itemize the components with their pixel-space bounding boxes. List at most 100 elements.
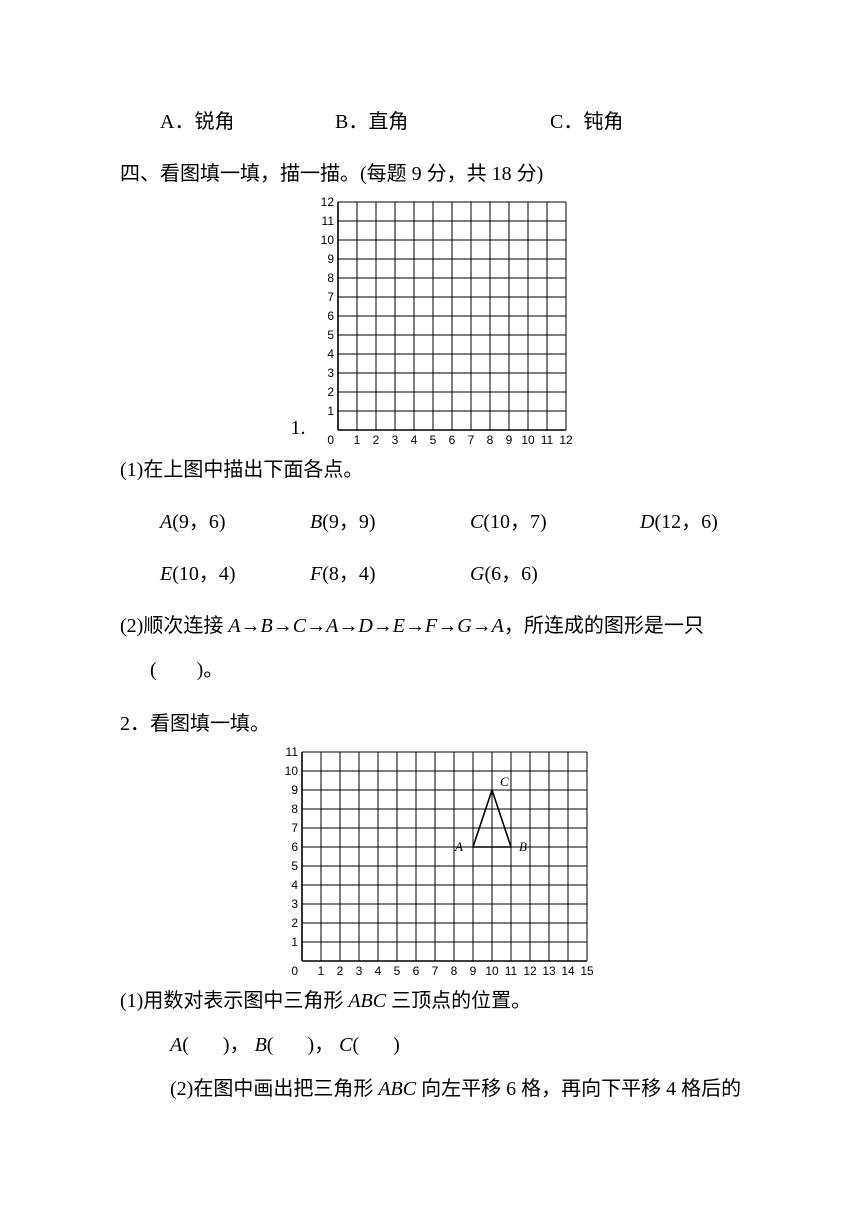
point-e: E <box>160 552 172 596</box>
svg-text:C: C <box>500 774 509 789</box>
svg-text:12: 12 <box>320 196 334 209</box>
ans-b-label: B <box>255 1034 267 1056</box>
svg-text:A: A <box>454 839 463 854</box>
svg-text:15: 15 <box>580 964 593 978</box>
q1-2-suffix: ，所连成的图形是一只 <box>504 615 704 637</box>
q2-part1-answers: A()， B()， C() <box>120 1023 750 1067</box>
svg-text:4: 4 <box>327 347 334 361</box>
svg-text:8: 8 <box>327 271 334 285</box>
svg-text:11: 11 <box>321 214 334 228</box>
point-g-coord: (6，6) <box>484 552 537 596</box>
svg-text:9: 9 <box>469 964 476 978</box>
grid-1: 1211109876543210123456789101112 <box>314 196 572 448</box>
ans-c-blank: () <box>352 1034 399 1056</box>
q1-part2-line1: (2)顺次连接 A→B→C→A→D→E→F→G→A，所连成的图形是一只 <box>120 604 750 648</box>
svg-text:5: 5 <box>327 328 334 342</box>
svg-text:0: 0 <box>291 964 298 978</box>
ans-a-label: A <box>170 1034 182 1056</box>
svg-text:3: 3 <box>327 366 334 380</box>
svg-text:1: 1 <box>353 433 360 447</box>
svg-text:1: 1 <box>327 404 334 418</box>
svg-text:6: 6 <box>412 964 419 978</box>
svg-text:13: 13 <box>542 964 556 978</box>
svg-text:11: 11 <box>504 964 517 978</box>
svg-text:7: 7 <box>467 433 474 447</box>
svg-text:6: 6 <box>327 309 334 323</box>
svg-text:10: 10 <box>320 233 334 247</box>
svg-text:5: 5 <box>393 964 400 978</box>
q2-part2: (2)在图中画出把三角形 ABC 向左平移 6 格，再向下平移 4 格后的 <box>120 1067 750 1111</box>
point-f-coord: (8，4) <box>322 552 375 596</box>
svg-text:1: 1 <box>317 964 324 978</box>
svg-text:6: 6 <box>448 433 455 447</box>
q1-part1: (1)在上图中描出下面各点。 <box>120 448 750 492</box>
svg-text:5: 5 <box>429 433 436 447</box>
svg-text:8: 8 <box>291 802 298 816</box>
q2-part1: (1)用数对表示图中三角形 ABC 三顶点的位置。 <box>120 979 750 1023</box>
q2-1-text-b: 三顶点的位置。 <box>386 990 531 1012</box>
point-c-coord: (10，7) <box>483 500 546 544</box>
svg-text:5: 5 <box>291 859 298 873</box>
svg-text:10: 10 <box>284 764 298 778</box>
svg-text:4: 4 <box>291 878 298 892</box>
section-4-title: 四、看图填一填，描一描。(每题 9 分，共 18 分) <box>120 152 750 196</box>
mc-options: A．锐角 B．直角 C．钝角 <box>120 100 750 144</box>
point-d: D <box>640 500 654 544</box>
svg-text:1: 1 <box>291 935 298 949</box>
point-g: G <box>470 552 484 596</box>
figure-1-number: 1. <box>291 406 306 450</box>
svg-text:2: 2 <box>291 916 298 930</box>
svg-text:11: 11 <box>285 746 298 759</box>
svg-text:7: 7 <box>291 821 298 835</box>
point-f: F <box>310 552 322 596</box>
q2-2-abc: ABC <box>378 1078 416 1100</box>
svg-text:4: 4 <box>374 964 381 978</box>
option-b: B．直角 <box>335 100 550 144</box>
q2-title: 2．看图填一填。 <box>120 702 750 746</box>
svg-text:4: 4 <box>410 433 417 447</box>
svg-text:3: 3 <box>355 964 362 978</box>
svg-text:8: 8 <box>486 433 493 447</box>
svg-text:6: 6 <box>291 840 298 854</box>
svg-text:3: 3 <box>291 897 298 911</box>
q2-2-text-b: 向左平移 6 格，再向下平移 4 格后的 <box>416 1078 741 1100</box>
svg-text:9: 9 <box>291 783 298 797</box>
q2-1-text-a: (1)用数对表示图中三角形 <box>120 990 348 1012</box>
points-row-1: A(9，6) B(9，9) C(10，7) D(12，6) <box>120 500 750 544</box>
q2-2-text-a: (2)在图中画出把三角形 <box>170 1078 378 1100</box>
svg-text:10: 10 <box>485 964 499 978</box>
point-b: B <box>310 500 322 544</box>
svg-text:14: 14 <box>561 964 575 978</box>
svg-text:2: 2 <box>336 964 343 978</box>
svg-text:9: 9 <box>327 252 334 266</box>
point-c: C <box>470 500 483 544</box>
q1-2-prefix: (2)顺次连接 <box>120 615 228 637</box>
ans-a-blank: ()， <box>182 1034 249 1056</box>
point-a: A <box>160 500 172 544</box>
grid-2: 11109876543210123456789101112131415ABC <box>278 746 593 979</box>
svg-text:7: 7 <box>327 290 334 304</box>
option-c: C．钝角 <box>550 100 623 144</box>
ans-b-blank: ()， <box>267 1034 334 1056</box>
point-b-coord: (9，9) <box>322 500 375 544</box>
points-row-2: E(10，4) F(8，4) G(6，6) <box>120 552 750 596</box>
ans-c-label: C <box>339 1034 352 1056</box>
svg-text:2: 2 <box>327 385 334 399</box>
svg-text:12: 12 <box>559 433 572 447</box>
figure-1-container: 1. 1211109876543210123456789101112 <box>120 196 750 448</box>
svg-text:B: B <box>519 839 527 854</box>
q2-1-abc: ABC <box>348 990 386 1012</box>
svg-text:8: 8 <box>450 964 457 978</box>
point-e-coord: (10，4) <box>172 552 235 596</box>
svg-text:12: 12 <box>523 964 537 978</box>
svg-text:7: 7 <box>431 964 438 978</box>
point-d-coord: (12，6) <box>654 500 717 544</box>
svg-text:0: 0 <box>327 433 334 447</box>
q1-2-seq: A→B→C→A→D→E→F→G→A <box>228 615 504 637</box>
svg-text:2: 2 <box>372 433 379 447</box>
svg-text:9: 9 <box>505 433 512 447</box>
figure-2-container: 11109876543210123456789101112131415ABC <box>120 746 750 979</box>
svg-text:11: 11 <box>540 433 553 447</box>
svg-text:10: 10 <box>521 433 535 447</box>
option-a: A．锐角 <box>160 100 335 144</box>
